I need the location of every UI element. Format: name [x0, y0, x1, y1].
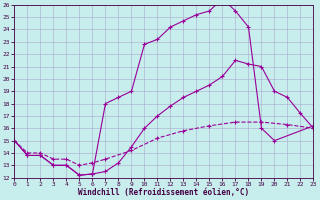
X-axis label: Windchill (Refroidissement éolien,°C): Windchill (Refroidissement éolien,°C) [78, 188, 250, 197]
